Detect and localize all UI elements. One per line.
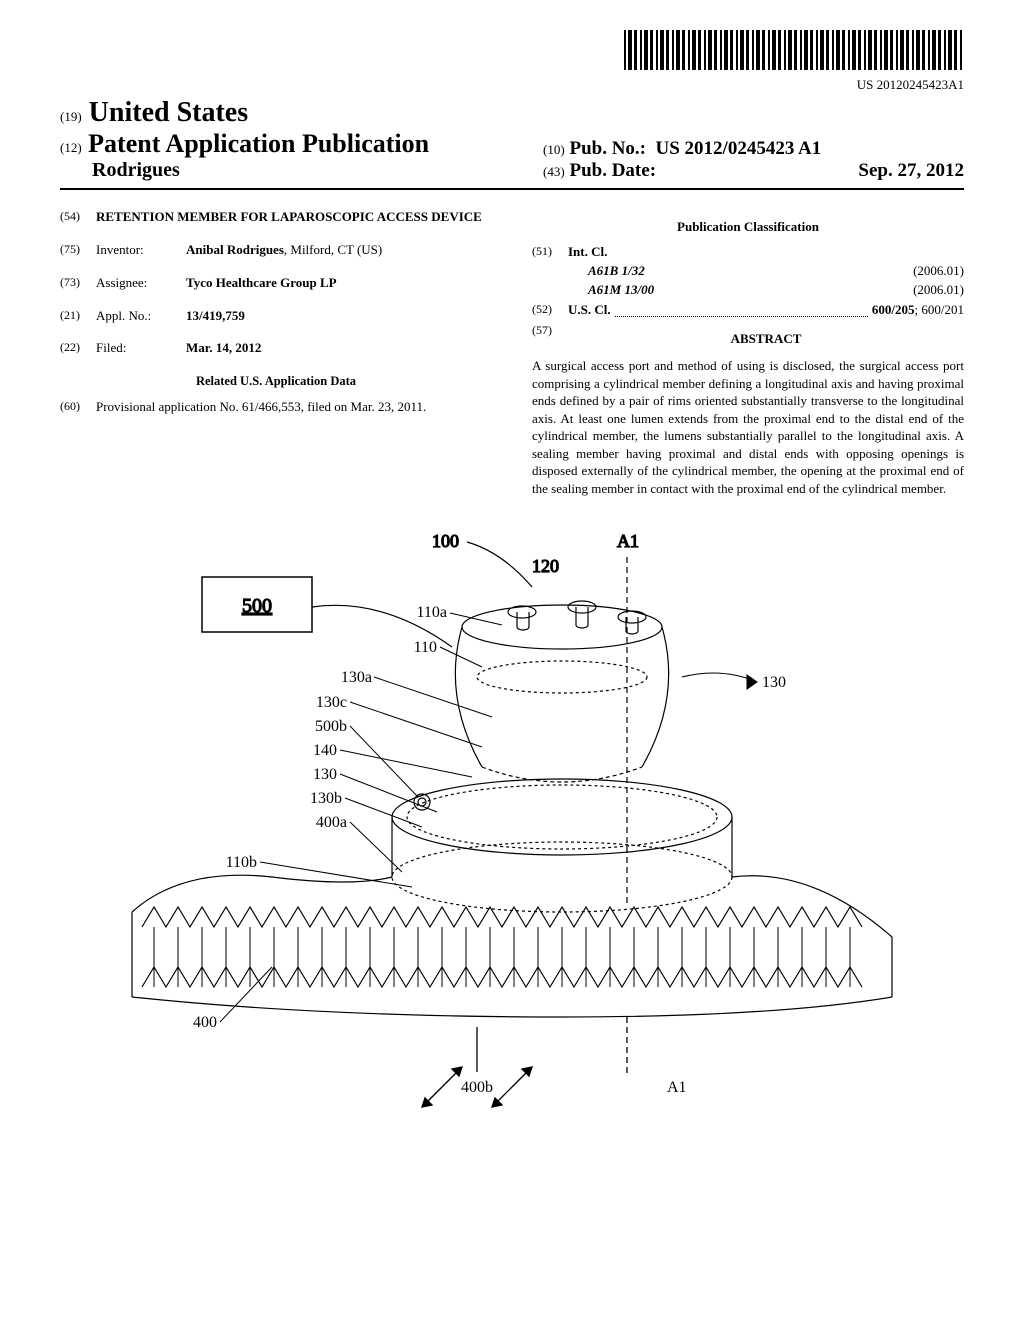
- field-code: (73): [60, 274, 96, 293]
- inventor-value: Anibal Rodrigues, Milford, CT (US): [186, 241, 492, 260]
- pub-date: Sep. 27, 2012: [858, 160, 964, 182]
- provisional-text: Provisional application No. 61/466,553, …: [96, 398, 492, 417]
- patent-title: RETENTION MEMBER FOR LAPAROSCOPIC ACCESS…: [96, 208, 492, 227]
- label-130c: 130c: [316, 694, 347, 711]
- document-header: (19) United States (12) Patent Applicati…: [60, 97, 964, 190]
- label-500b: 500b: [315, 718, 347, 735]
- country-name: United States: [89, 97, 248, 128]
- right-column: Publication Classification (51) Int. Cl.…: [532, 208, 964, 497]
- abstract-block: (57) ABSTRACT: [532, 322, 964, 355]
- field-label: Filed:: [96, 339, 186, 358]
- label-400a: 400a: [316, 814, 347, 831]
- barcode: [624, 30, 964, 70]
- filed-date: Mar. 14, 2012: [186, 340, 261, 355]
- label-500: 500: [242, 595, 272, 617]
- intcl-content: Int. Cl. A61B 1/32 (2006.01) A61M 13/00 …: [568, 243, 964, 300]
- header-left: (19) United States (12) Patent Applicati…: [60, 97, 523, 182]
- uscl-secondary: ; 600/201: [915, 301, 964, 320]
- uscl-primary: 600/205: [872, 301, 915, 320]
- barcode-area: US 20120245423A1: [60, 30, 964, 93]
- label-A1-bot: A1: [667, 1079, 687, 1096]
- field-code: (21): [60, 307, 96, 326]
- barcode-number: US 20120245423A1: [60, 77, 964, 93]
- field-code: (51): [532, 243, 568, 300]
- country-line: (19) United States: [60, 97, 523, 129]
- left-column: (54) RETENTION MEMBER FOR LAPAROSCOPIC A…: [60, 208, 492, 497]
- abstract-heading: ABSTRACT: [568, 330, 964, 349]
- applno-value: 13/419,759: [186, 307, 492, 326]
- filed-field: (22) Filed: Mar. 14, 2012: [60, 339, 492, 358]
- label-400b: 400b: [461, 1079, 493, 1096]
- uscl-dots: [615, 301, 868, 317]
- label-130a: 130a: [341, 669, 372, 686]
- field-label: Assignee:: [96, 274, 186, 293]
- provisional-field: (60) Provisional application No. 61/466,…: [60, 398, 492, 417]
- intcl-code: A61M 13/00: [588, 281, 913, 300]
- field-code: (60): [60, 398, 96, 417]
- pub-no: US 2012/0245423 A1: [656, 138, 822, 159]
- assignee-value: Tyco Healthcare Group LP: [186, 274, 492, 293]
- label-A1-top: A1: [617, 531, 639, 551]
- field-label: Inventor:: [96, 241, 186, 260]
- filed-value: Mar. 14, 2012: [186, 339, 492, 358]
- intcl-item: A61B 1/32 (2006.01): [568, 262, 964, 281]
- author-name: Rodrigues: [60, 159, 523, 182]
- pub-no-label: Pub. No.:: [569, 138, 646, 159]
- uscl-field: (52) U.S. Cl. 600/205; 600/201: [532, 301, 964, 320]
- title-field: (54) RETENTION MEMBER FOR LAPAROSCOPIC A…: [60, 208, 492, 227]
- field-code: (54): [60, 208, 96, 227]
- application-number: 13/419,759: [186, 308, 245, 323]
- related-heading: Related U.S. Application Data: [60, 372, 492, 390]
- intcl-year: (2006.01): [913, 281, 964, 300]
- classification-heading: Publication Classification: [532, 218, 964, 237]
- label-140: 140: [313, 742, 337, 759]
- inventor-name: Anibal Rodrigues: [186, 242, 284, 257]
- label-110b: 110b: [226, 854, 257, 871]
- field-code: (52): [532, 301, 568, 320]
- label-110a: 110a: [416, 604, 447, 621]
- pub-type-prefix: (12): [60, 140, 82, 155]
- patent-figure: 500 100 120 A1: [60, 517, 964, 1162]
- pub-date-line: (43) Pub. Date: Sep. 27, 2012: [543, 160, 964, 182]
- country-prefix: (19): [60, 109, 82, 124]
- applno-field: (21) Appl. No.: 13/419,759: [60, 307, 492, 326]
- intcl-field: (51) Int. Cl. A61B 1/32 (2006.01) A61M 1…: [532, 243, 964, 300]
- uscl-content: U.S. Cl. 600/205; 600/201: [568, 301, 964, 320]
- inventor-location: , Milford, CT (US): [284, 242, 382, 257]
- intcl-label: Int. Cl.: [568, 243, 964, 262]
- intcl-code: A61B 1/32: [588, 262, 913, 281]
- assignee-field: (73) Assignee: Tyco Healthcare Group LP: [60, 274, 492, 293]
- label-110: 110: [414, 639, 437, 656]
- label-130-left: 130: [313, 766, 337, 783]
- header-right: (10) Pub. No.: US 2012/0245423 A1 (43) P…: [523, 138, 964, 182]
- inventor-field: (75) Inventor: Anibal Rodrigues, Milford…: [60, 241, 492, 260]
- assignee-name: Tyco Healthcare Group LP: [186, 275, 337, 290]
- field-code: (22): [60, 339, 96, 358]
- field-label: Appl. No.:: [96, 307, 186, 326]
- label-100: 100: [432, 531, 459, 551]
- label-130-right: 130: [762, 674, 786, 691]
- label-400: 400: [193, 1014, 217, 1031]
- pub-date-label: Pub. Date:: [569, 160, 656, 181]
- intcl-item: A61M 13/00 (2006.01): [568, 281, 964, 300]
- pub-type: Patent Application Publication: [88, 129, 429, 158]
- uscl-label: U.S. Cl.: [568, 301, 611, 320]
- biblio-columns: (54) RETENTION MEMBER FOR LAPAROSCOPIC A…: [60, 208, 964, 497]
- figure-svg: 500 100 120 A1: [122, 517, 902, 1157]
- pub-type-line: (12) Patent Application Publication: [60, 129, 523, 159]
- abstract-content: ABSTRACT: [568, 322, 964, 355]
- label-120: 120: [532, 556, 559, 576]
- field-code: (75): [60, 241, 96, 260]
- pub-no-prefix: (10): [543, 142, 565, 157]
- abstract-text: A surgical access port and method of usi…: [532, 357, 964, 497]
- pub-date-prefix: (43): [543, 164, 565, 179]
- pub-no-line: (10) Pub. No.: US 2012/0245423 A1: [543, 138, 964, 160]
- field-code: (57): [532, 322, 568, 355]
- intcl-year: (2006.01): [913, 262, 964, 281]
- label-130b: 130b: [310, 790, 342, 807]
